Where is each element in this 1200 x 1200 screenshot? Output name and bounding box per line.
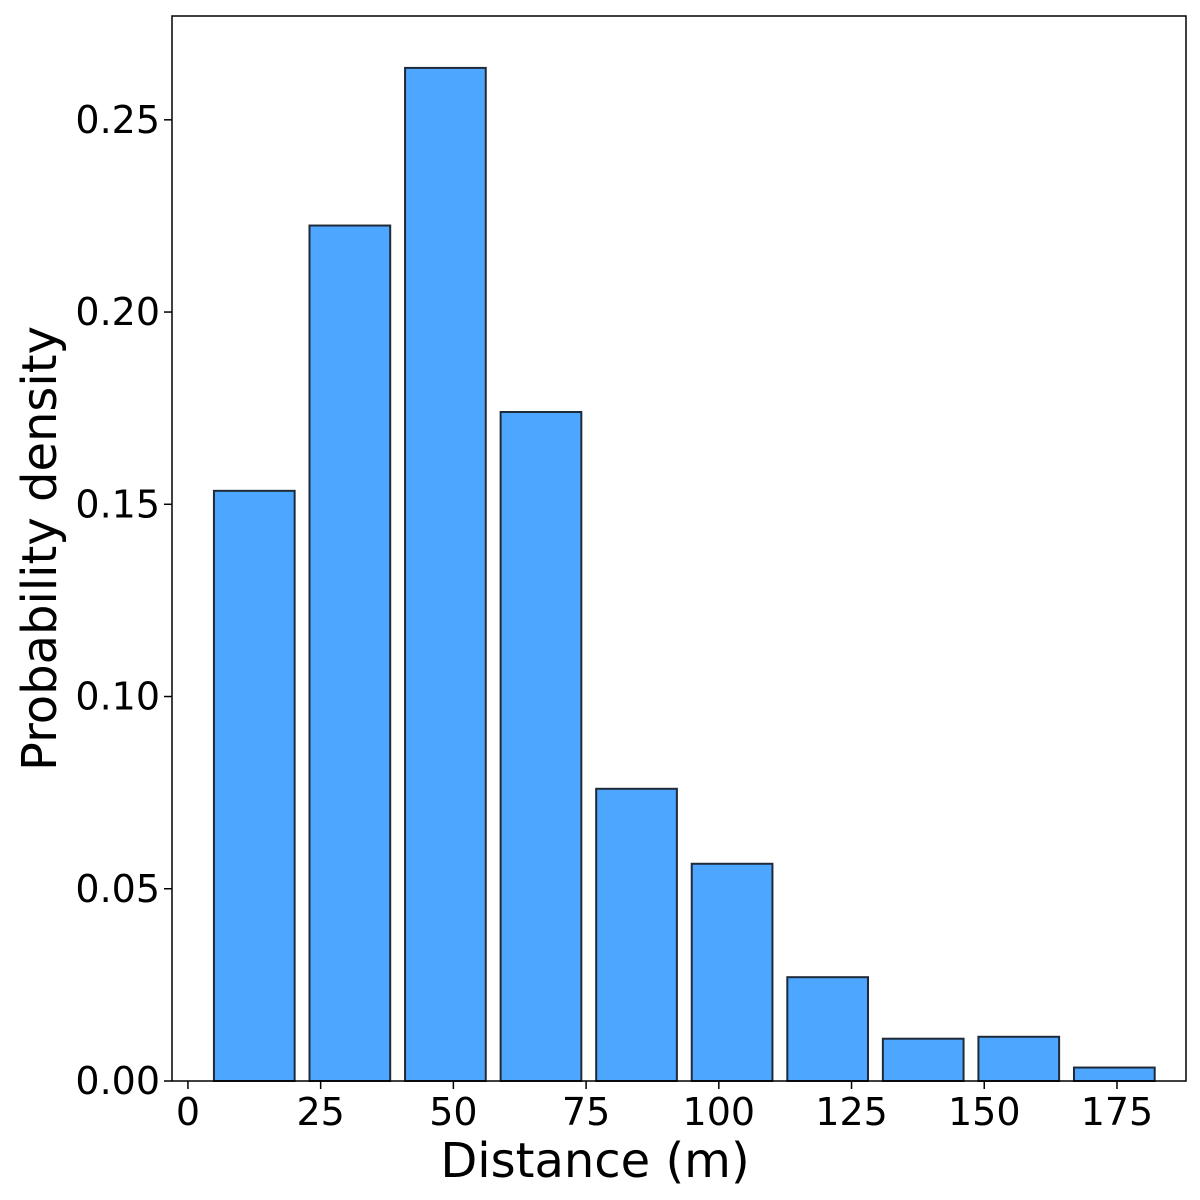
x-tick-label: 100 xyxy=(683,1090,756,1134)
x-tick-label: 50 xyxy=(429,1090,477,1134)
histogram-bar xyxy=(881,1037,965,1083)
x-tick-label: 125 xyxy=(815,1090,888,1134)
x-tick-label: 175 xyxy=(1081,1090,1154,1134)
y-tick-label: 0.10 xyxy=(75,675,160,719)
histogram-bar xyxy=(595,787,678,1083)
x-tick-label: 25 xyxy=(296,1090,344,1134)
y-axis-title: Probability density xyxy=(12,326,68,771)
histogram-bar xyxy=(308,224,392,1082)
histogram-bar xyxy=(690,862,774,1082)
x-tick-label: 0 xyxy=(176,1090,200,1134)
histogram-bar xyxy=(1072,1066,1156,1083)
histogram-bar xyxy=(404,66,487,1082)
y-tick-label: 0.25 xyxy=(75,98,160,142)
histogram-bar xyxy=(212,489,296,1083)
x-axis-title: Distance (m) xyxy=(440,1133,749,1189)
x-tick-label: 75 xyxy=(562,1090,610,1134)
y-tick-label: 0.20 xyxy=(75,290,160,334)
y-tick-label: 0.05 xyxy=(75,867,160,911)
y-tick-label: 0.00 xyxy=(75,1059,160,1103)
y-tick-label: 0.15 xyxy=(75,482,160,526)
histogram-bar xyxy=(786,976,869,1083)
histogram-bar xyxy=(499,411,583,1083)
plot-frame xyxy=(171,15,1187,1082)
histogram-bar xyxy=(977,1035,1061,1082)
x-tick-label: 150 xyxy=(948,1090,1021,1134)
